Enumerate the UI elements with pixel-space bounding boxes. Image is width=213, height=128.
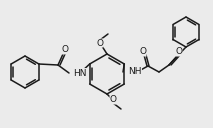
Text: O: O xyxy=(62,45,69,55)
Text: O: O xyxy=(96,39,104,47)
Text: O: O xyxy=(140,47,147,56)
Text: O: O xyxy=(176,47,183,56)
Text: HN: HN xyxy=(73,68,86,77)
Text: O: O xyxy=(109,95,117,104)
Text: NH: NH xyxy=(128,67,141,77)
